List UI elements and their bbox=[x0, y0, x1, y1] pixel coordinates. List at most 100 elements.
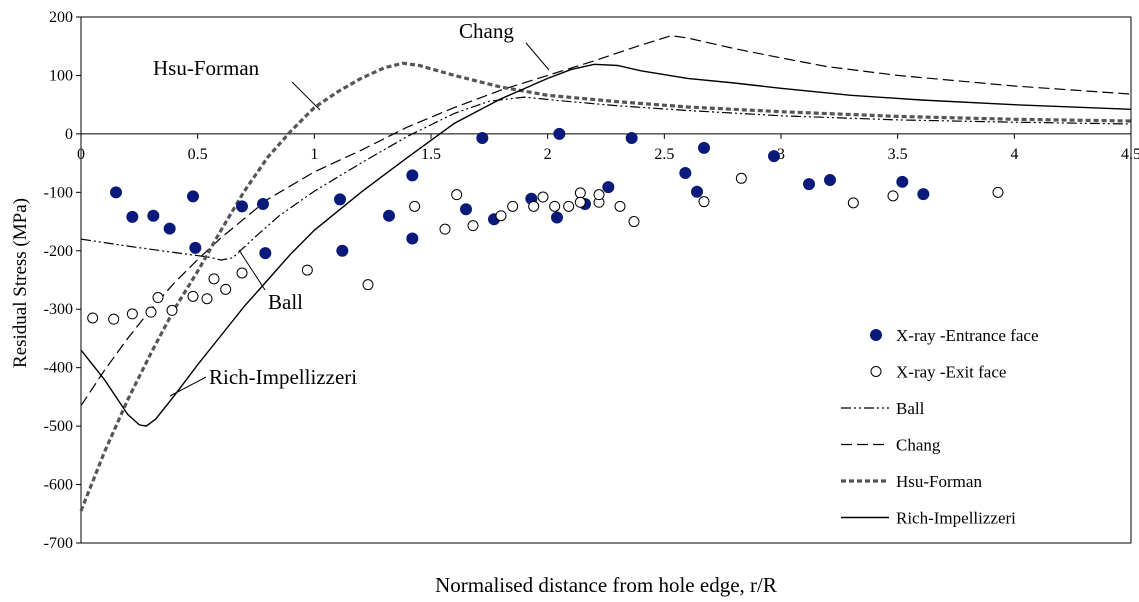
point-entrance-face bbox=[259, 247, 272, 260]
x-tick-label: 1.5 bbox=[421, 146, 441, 163]
annotation-leader-hsu-forman bbox=[291, 81, 321, 111]
annotation-leader-rich-impellizzeri bbox=[169, 376, 207, 397]
legend-marker-exit-face bbox=[870, 366, 882, 377]
legend-label: Rich-Impellizzeri bbox=[896, 509, 1016, 528]
point-exit-face bbox=[362, 279, 374, 291]
x-tick-label: 4 bbox=[1010, 146, 1018, 163]
point-entrance-face bbox=[383, 209, 395, 222]
point-exit-face bbox=[301, 264, 313, 276]
y-tick-label: -200 bbox=[44, 243, 73, 260]
plot-area bbox=[80, 16, 1132, 544]
point-entrance-face bbox=[602, 181, 615, 194]
y-tick-label: 0 bbox=[65, 126, 73, 143]
point-exit-face bbox=[409, 200, 421, 212]
x-axis-label: Normalised distance from hole edge, r/R bbox=[435, 573, 777, 597]
x-tick-label: 0.5 bbox=[188, 146, 208, 163]
series-lines bbox=[79, 35, 1132, 512]
x-tick-label: 2.5 bbox=[654, 146, 674, 163]
point-exit-face bbox=[528, 200, 540, 212]
point-exit-face bbox=[593, 189, 605, 201]
point-entrance-face bbox=[768, 150, 780, 163]
point-entrance-face bbox=[336, 244, 349, 257]
point-entrance-face bbox=[126, 210, 139, 223]
annotation-ball: Ball bbox=[268, 290, 303, 314]
point-entrance-face bbox=[476, 131, 489, 144]
y-tick-label: -600 bbox=[44, 477, 73, 494]
series-line-rich-impellizzeri bbox=[80, 63, 1132, 427]
point-entrance-face bbox=[553, 127, 566, 140]
point-exit-face bbox=[549, 200, 561, 212]
point-entrance-face bbox=[406, 169, 419, 182]
point-entrance-face bbox=[691, 185, 703, 198]
x-tick-label: 2 bbox=[544, 146, 552, 163]
y-tick-label: -100 bbox=[44, 184, 73, 201]
x-tick-label: 3.5 bbox=[888, 146, 908, 163]
x-tick-label: 0 bbox=[77, 146, 85, 163]
point-exit-face bbox=[698, 196, 710, 208]
point-exit-face bbox=[451, 189, 463, 201]
point-entrance-face bbox=[460, 203, 472, 216]
point-exit-face bbox=[220, 283, 232, 295]
point-exit-face bbox=[735, 172, 747, 184]
annotation-rich-impellizzeri: Rich-Impellizzeri bbox=[209, 365, 357, 389]
point-entrance-face bbox=[698, 141, 710, 154]
x-tick-label: 1 bbox=[310, 146, 318, 163]
legend-marker-entrance-face bbox=[870, 329, 882, 341]
point-exit-face bbox=[574, 187, 586, 199]
point-entrance-face bbox=[625, 131, 638, 144]
series-line-ball bbox=[80, 96, 1132, 261]
point-exit-face bbox=[992, 186, 1004, 198]
point-entrance-face bbox=[824, 174, 836, 187]
y-tick-label: -300 bbox=[44, 301, 73, 318]
x-tick-label: 4.5 bbox=[1121, 146, 1139, 163]
point-exit-face bbox=[537, 191, 549, 203]
point-entrance-face bbox=[110, 186, 122, 199]
y-axis-label: Residual Stress (MPa) bbox=[10, 198, 31, 368]
point-exit-face bbox=[152, 292, 164, 304]
point-exit-face bbox=[87, 312, 99, 324]
y-tick-label: 200 bbox=[49, 9, 73, 26]
point-exit-face bbox=[187, 290, 199, 302]
point-exit-face bbox=[887, 190, 899, 202]
point-entrance-face bbox=[551, 211, 563, 224]
point-entrance-face bbox=[147, 209, 160, 222]
series-points bbox=[87, 127, 1004, 325]
y-tick-label: -500 bbox=[44, 418, 73, 435]
y-tick-label: 100 bbox=[49, 67, 73, 84]
point-exit-face bbox=[507, 200, 519, 212]
point-exit-face bbox=[108, 313, 120, 325]
point-entrance-face bbox=[803, 178, 815, 191]
legend-label: X-ray -Exit face bbox=[896, 363, 1006, 382]
legend-label: Chang bbox=[896, 436, 941, 455]
y-tick-label: -400 bbox=[44, 360, 73, 377]
series-line-hsu-forman bbox=[79, 61, 1132, 512]
annotation-leader-ball bbox=[238, 249, 266, 291]
point-exit-face bbox=[126, 308, 138, 320]
point-exit-face bbox=[614, 200, 626, 212]
point-entrance-face bbox=[187, 190, 199, 203]
point-entrance-face bbox=[679, 167, 692, 180]
point-exit-face bbox=[628, 216, 640, 228]
series-line-chang bbox=[80, 35, 1132, 407]
point-entrance-face bbox=[236, 200, 248, 213]
point-exit-face bbox=[208, 273, 220, 285]
point-entrance-face bbox=[163, 222, 176, 235]
point-entrance-face bbox=[896, 175, 909, 188]
point-entrance-face bbox=[189, 241, 202, 254]
point-exit-face bbox=[439, 223, 451, 235]
point-exit-face bbox=[574, 196, 586, 208]
annotation-chang: Chang bbox=[459, 19, 514, 43]
point-exit-face bbox=[145, 306, 157, 318]
point-entrance-face bbox=[406, 232, 419, 245]
point-entrance-face bbox=[257, 198, 269, 211]
point-exit-face bbox=[201, 293, 213, 305]
axes: 0 0.5 1 1.5 2 2.5 3 3.5 4 4.5 200 100 0 -100 -200 -300 -… bbox=[44, 9, 1139, 552]
x-tick-label: 3 bbox=[777, 146, 785, 163]
point-entrance-face bbox=[917, 188, 930, 201]
point-exit-face bbox=[847, 197, 859, 209]
legend: X-ray -Entrance face X-ray -Exit face Ball… bbox=[841, 326, 1039, 528]
point-exit-face bbox=[495, 210, 507, 222]
legend-label: Hsu-Forman bbox=[896, 472, 982, 491]
annotations: Chang Hsu-Forman Ball Rich-Impellizzeri bbox=[153, 19, 550, 397]
